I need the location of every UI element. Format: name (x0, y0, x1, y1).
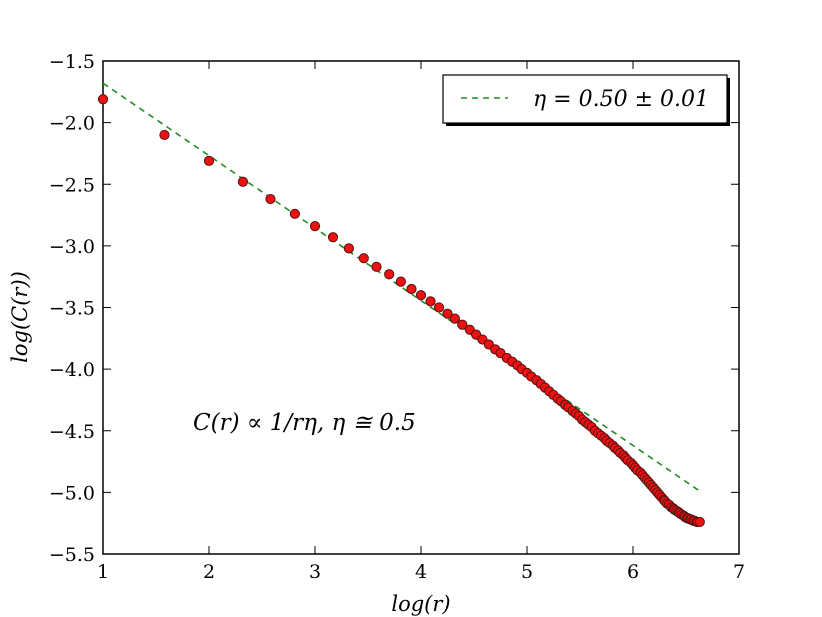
x-axis: 1 2 3 4 5 6 7 (97, 61, 745, 583)
y-tick-label: −2.5 (49, 174, 95, 196)
x-axis-label: log(r) (391, 592, 450, 616)
y-tick-label: −3.5 (49, 298, 95, 320)
x-tick-label: 6 (627, 561, 639, 583)
plot-area (97, 60, 740, 555)
y-tick-label: −4.5 (49, 421, 95, 443)
y-axis: −1.5 −2.0 −2.5 −3.0 −3.5 −4.0 −4.5 −5.0 −5.5 (49, 51, 739, 566)
y-axis-label: log(C(r)) (8, 271, 32, 363)
x-tick-label: 4 (415, 561, 427, 583)
y-tick-label: −3.0 (49, 236, 95, 258)
legend-label: η = 0.50 ± 0.01 (533, 87, 709, 112)
data-point (97, 94, 109, 105)
data-point (265, 193, 276, 205)
data-point (358, 253, 369, 264)
data-point (327, 232, 339, 243)
y-tick-label: −1.5 (49, 51, 95, 73)
x-tick-label: 5 (521, 561, 533, 583)
y-tick-label: −5.0 (49, 482, 95, 504)
y-tick-label: −5.5 (49, 544, 95, 566)
data-point (433, 302, 445, 313)
data-point (457, 319, 468, 330)
y-tick-label: −4.0 (49, 359, 95, 381)
data-point (395, 276, 406, 287)
data-point (203, 155, 215, 166)
chart-annotation: C(r) ∝ 1/rη, η ≅ 0.5 (193, 410, 416, 436)
data-point (384, 269, 395, 280)
data-point (442, 308, 453, 319)
data-point (694, 516, 705, 528)
data-point (309, 221, 321, 232)
legend-box (442, 74, 728, 124)
x-tick-label: 7 (733, 561, 745, 583)
x-tick-label: 3 (309, 561, 321, 583)
data-point (415, 290, 427, 301)
data-point (449, 313, 461, 324)
x-tick-label: 1 (97, 561, 109, 583)
data-point (406, 283, 417, 295)
data-point (425, 296, 436, 307)
data-point (343, 243, 355, 254)
data-point (371, 261, 382, 272)
x-tick-label: 2 (203, 561, 215, 583)
y-tick-label: −2.0 (49, 113, 95, 135)
data-point (237, 176, 249, 187)
legend: η = 0.50 ± 0.01 (442, 74, 730, 126)
data-point (159, 129, 170, 141)
data-point (289, 208, 300, 219)
